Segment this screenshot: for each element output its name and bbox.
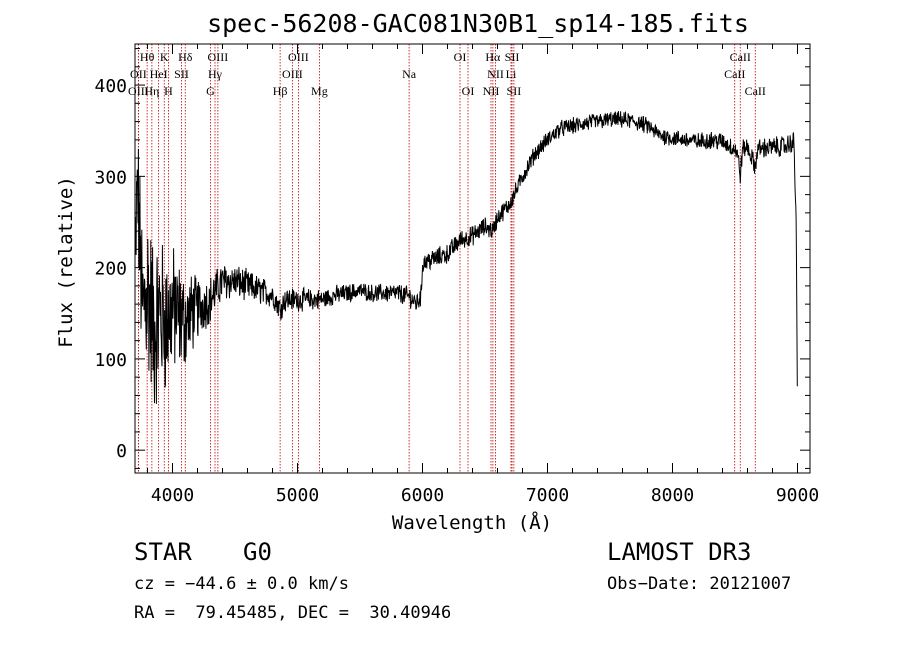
line-label: Hδ: [178, 50, 193, 64]
y-tick-label: 200: [94, 259, 127, 280]
line-label: NII: [487, 67, 504, 81]
y-tick-label: 400: [94, 76, 127, 97]
line-label: SII: [505, 50, 520, 64]
x-axis-label: Wavelength (Å): [392, 511, 552, 534]
chart-title: spec-56208-GAC081N30B1_sp14-185.fits: [207, 9, 749, 38]
line-label: CaII: [745, 84, 766, 98]
coordinates-readout: RA = 79.45485, DEC = 30.40946: [134, 603, 452, 623]
x-tick-label: 8000: [651, 485, 694, 506]
line-label: Hθ: [140, 50, 155, 64]
observation-date: Obs−Date: 20121007: [607, 574, 792, 594]
line-label: OI: [454, 50, 467, 64]
plot-frame: [134, 43, 811, 474]
object-class: STAR: [134, 538, 192, 566]
line-label: CaII: [730, 50, 751, 64]
line-label: SII: [507, 84, 522, 98]
y-tick-label: 100: [94, 350, 127, 371]
survey-name: LAMOST DR3: [607, 538, 752, 566]
y-axis-label: Flux (relative): [55, 176, 77, 348]
line-label: OIII: [288, 50, 309, 64]
line-label: Na: [402, 67, 417, 81]
line-label: NII: [483, 84, 500, 98]
x-tick-label: 9000: [776, 485, 819, 506]
y-tick-label: 300: [94, 167, 127, 188]
redshift-readout: cz = −44.6 ± 0.0 km/s: [134, 574, 349, 594]
spectrum-line: [134, 111, 798, 404]
line-label: Hγ: [208, 67, 223, 81]
line-label: Hα: [485, 50, 501, 64]
line-label: CaII: [724, 67, 745, 81]
line-label: OIII: [208, 50, 229, 64]
object-subclass: G0: [243, 538, 272, 566]
y-tick-label: 0: [116, 441, 127, 462]
line-label: Hη: [144, 84, 159, 98]
line-label: OII: [130, 67, 147, 81]
line-label: Li: [506, 67, 517, 81]
line-label: HeI: [150, 67, 168, 81]
x-tick-label: 7000: [526, 485, 569, 506]
x-tick-label: 5000: [276, 485, 319, 506]
line-label: Hβ: [273, 84, 288, 98]
line-label: K: [160, 50, 169, 64]
spectral-line-markers: [137, 44, 756, 473]
line-label: G: [206, 84, 215, 98]
line-label: SII: [174, 67, 189, 81]
x-tick-label: 4000: [151, 485, 194, 506]
line-label: OI: [462, 84, 475, 98]
line-label: Mg: [311, 84, 328, 98]
x-tick-label: 6000: [401, 485, 444, 506]
line-label: H: [164, 84, 173, 98]
spectrum-series: [134, 111, 798, 404]
y-axis: 0 100 200 300 400: [94, 48, 810, 469]
line-label: OIII: [128, 84, 149, 98]
x-axis: 4000 5000 6000 7000 8000 9000: [147, 44, 819, 506]
line-label: OIII: [282, 67, 303, 81]
